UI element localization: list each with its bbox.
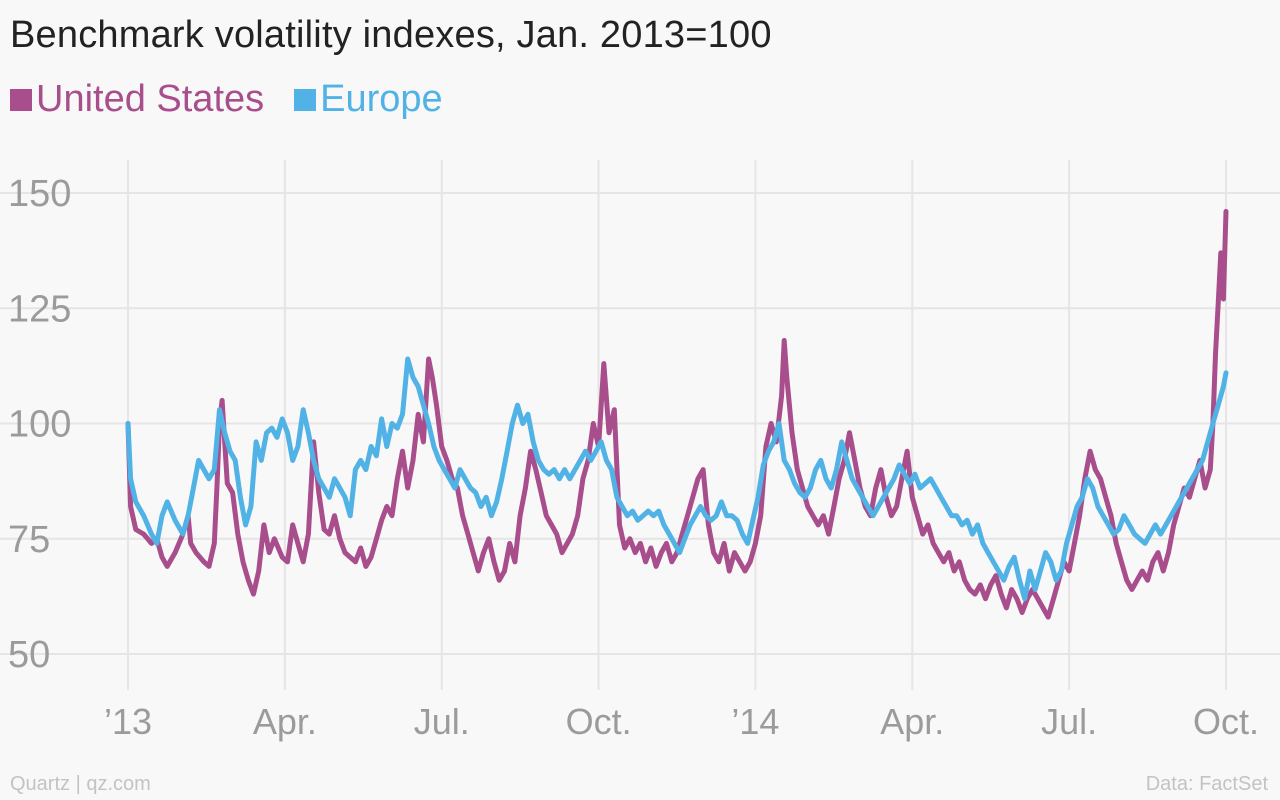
chart-title: Benchmark volatility indexes, Jan. 2013=…: [10, 14, 772, 56]
chart-legend: United States Europe: [10, 78, 473, 121]
legend-label-united-states: United States: [36, 78, 265, 120]
legend-item-united-states: United States: [10, 78, 264, 121]
x-tick-label: Oct.: [566, 701, 632, 742]
x-tick-label: Oct.: [1193, 701, 1259, 742]
x-tick-label: ’13: [104, 701, 152, 742]
legend-swatch-europe: [294, 88, 317, 111]
y-tick-label: 100: [8, 404, 71, 446]
x-tick-label: Apr.: [253, 701, 317, 742]
legend-label-europe: Europe: [320, 78, 443, 120]
y-tick-label: 125: [8, 288, 71, 330]
x-tick-label: Apr.: [880, 701, 944, 742]
legend-item-europe: Europe: [294, 78, 443, 121]
series-line-united-states: [125, 208, 1229, 620]
data-source: Data: FactSet: [1145, 773, 1268, 795]
x-tick-label: Jul.: [414, 701, 470, 742]
y-tick-label: 50: [8, 634, 50, 676]
y-tick-label: 75: [8, 519, 50, 561]
legend-swatch-united-states: [10, 88, 32, 111]
grid: [0, 160, 1280, 690]
y-tick-label: 150: [8, 173, 71, 215]
source-credit: Quartz | qz.com: [10, 773, 151, 795]
x-tick-label: ’14: [731, 701, 779, 742]
x-tick-label: Jul.: [1041, 701, 1097, 742]
series-line-europe: [125, 356, 1229, 602]
